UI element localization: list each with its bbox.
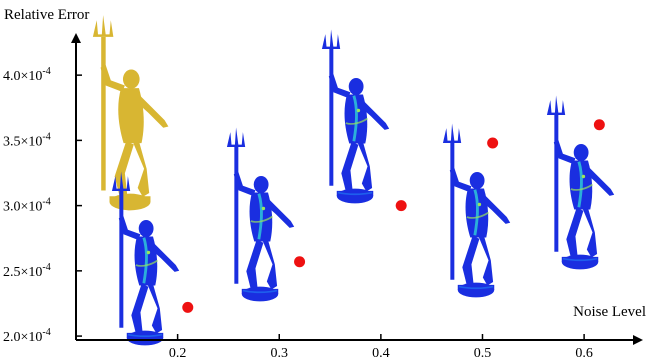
data-points	[182, 119, 605, 313]
x-tick-label: 0.2	[169, 346, 187, 358]
data-point	[487, 137, 499, 149]
y-ticks: 2.0×10-4 2.5×10-4 3.0×10-4 3.5×10-4 4.0×10-4	[3, 66, 82, 345]
y-tick-label: 4.0×10-4	[3, 66, 51, 84]
x-ticks: 0.2 0.3 0.4 0.5 0.6	[169, 334, 593, 358]
data-point	[294, 256, 306, 268]
y-tick-label: 3.5×10-4	[3, 131, 51, 149]
data-point	[395, 200, 407, 212]
statue-figure	[111, 171, 180, 346]
x-tick-label: 0.3	[270, 346, 288, 358]
y-tick-label: 2.0×10-4	[3, 327, 51, 345]
statue-figure	[442, 123, 511, 298]
statue-renderings	[92, 15, 615, 346]
statue-figure	[92, 15, 169, 211]
y-tick-label: 3.0×10-4	[3, 197, 51, 215]
y-axis-label: Relative Error	[4, 7, 89, 23]
data-point	[593, 119, 605, 131]
y-tick-label: 2.5×10-4	[3, 262, 51, 280]
x-tick-label: 0.6	[575, 346, 593, 358]
x-tick-label: 0.4	[372, 346, 390, 358]
statue-figure	[226, 127, 295, 302]
data-point	[182, 301, 194, 313]
statue-figure	[321, 29, 390, 204]
x-axis-label: Noise Level	[573, 304, 646, 320]
statue-figure	[546, 95, 615, 270]
x-tick-label: 0.5	[474, 346, 492, 358]
